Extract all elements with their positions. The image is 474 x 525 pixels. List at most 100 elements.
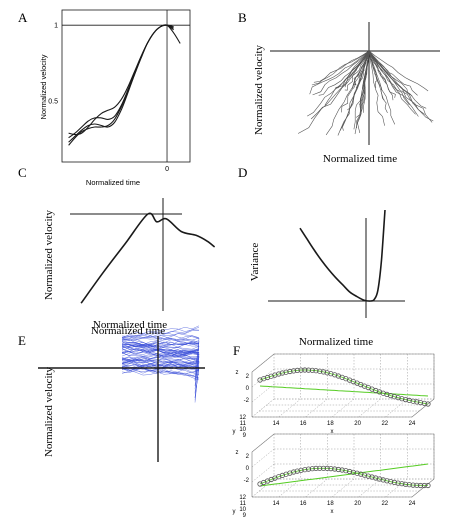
panel-f-xtick: 18 [327,421,334,427]
panel-e-trace-14 [121,342,200,347]
panel-f-marker [294,468,300,474]
panel-f-marker [298,367,304,373]
panel-f-grid-side [251,448,275,468]
panel-f-marker [406,397,412,403]
panel-b-trace-18 [325,50,370,136]
panel-e-ylabel: Normalized velocity [43,366,55,457]
panel-f-xtick: 16 [300,501,307,507]
panel-e-trace-67 [121,327,200,339]
panel-f-marker [317,465,323,471]
panel-f-ylabel: y [233,429,236,435]
panel-f-xtick: 18 [327,501,334,507]
panel-f-xtick: 20 [354,501,361,507]
panel-b-trace-10 [311,50,370,86]
panel-f-ytick: 10 [239,507,246,513]
panel-d-chart: Variance [249,209,405,318]
panel-f-grid-floor [278,398,301,418]
panel-e-trace-33 [121,343,200,356]
panel-f-xlabel: x [331,509,334,515]
panel-f-marker [391,394,397,400]
panel-f-marker [384,478,390,484]
panel-f-ytick: 12 [239,415,246,421]
panel-f-xtick: 24 [409,501,416,507]
panel-f-marker [414,482,420,488]
panel-f-marker [421,400,427,406]
panel-f-ytick: 11 [240,421,247,427]
panel-f-ytick: 11 [240,501,247,507]
panel-b-trace-30 [368,50,410,106]
panel-letter-b: B [238,10,247,25]
panel-f-marker [287,470,293,476]
panel-e-trace-54 [121,339,200,386]
panel-f-marker [417,482,424,489]
panel-f-marker [354,470,360,476]
panel-e-trace-60 [121,344,200,381]
panel-f-marker [425,401,431,407]
panel-f-xtick: 24 [409,421,416,427]
panel-e-chart: Normalized velocity [38,325,205,462]
panel-f-grid-floor [358,478,381,498]
panel-f-marker [421,482,427,489]
panel-f-marker [302,367,308,373]
panel-f-marker [290,368,297,374]
panel-f-grid-floor [331,398,355,418]
panel-b-trace-33 [368,50,418,96]
panel-c-series-group [80,212,216,304]
panel-e-trace-39 [121,368,200,376]
panel-f-marker [376,476,383,482]
panel-f-grid-floor [305,398,328,418]
panel-a-series-1 [68,24,174,136]
panel-f-marker [358,471,364,477]
panel-b-trace-8 [310,50,370,120]
panel-f-marker [279,370,285,376]
panel-f-marker [391,479,397,485]
panel-f-box-frame [251,353,435,418]
panel-f-marker [287,368,293,375]
panel-b-chart: Normalized time Normalized velocity [253,22,440,165]
panel-f-marker [395,480,401,486]
panel-b-trace-38 [368,50,419,117]
panel-f-xtick: 14 [273,501,280,507]
panel-a-xtick-0: 0 [165,166,169,173]
panel-letter-c: C [18,165,27,180]
panel-b-trace-45 [368,50,385,126]
panel-f-marker [410,398,416,404]
panel-b-trace-28 [344,50,370,88]
panel-e-trace-68 [121,361,200,369]
panel-f-marker [402,481,409,487]
panel-e-trace-40 [121,357,200,364]
panel-f-marker [346,468,353,475]
panel-b-trace-26 [344,50,370,91]
panel-f-fit-line [259,385,429,397]
panel-f-marker [332,466,338,472]
panel-b-trace-24 [341,50,370,113]
panel-f-marker [388,479,394,485]
panel-f-title: Normalized time [299,336,373,348]
panel-f-marker [317,368,323,374]
panel-e-trace-0 [121,341,200,369]
panel-a-series-group [68,24,181,146]
panel-b-xlabel: Normalized time [323,153,397,165]
panel-e-trace-69 [121,336,200,343]
panel-e-series-group [121,325,200,403]
panel-f-grid-floor [331,478,355,498]
panel-f-marker [365,473,371,479]
panel-f-xtick: 14 [273,421,280,427]
panel-f-box-frame [251,433,435,498]
panel-a-series-3 [68,24,181,146]
panel-f-marker [380,477,386,483]
panel-f-ytick: 9 [243,433,247,439]
panel-f-xtick: 22 [381,501,388,507]
panel-b-trace-46 [368,50,429,92]
panel-e-trace-62 [121,325,200,339]
panel-e-trace-42 [121,345,200,373]
panel-f-marker [294,367,300,373]
panel-f-marker [320,465,327,471]
panel-a-frame [61,9,191,163]
panel-f-marker [402,396,409,403]
panel-f-marker [414,399,420,405]
panel-f-marker [283,369,289,375]
